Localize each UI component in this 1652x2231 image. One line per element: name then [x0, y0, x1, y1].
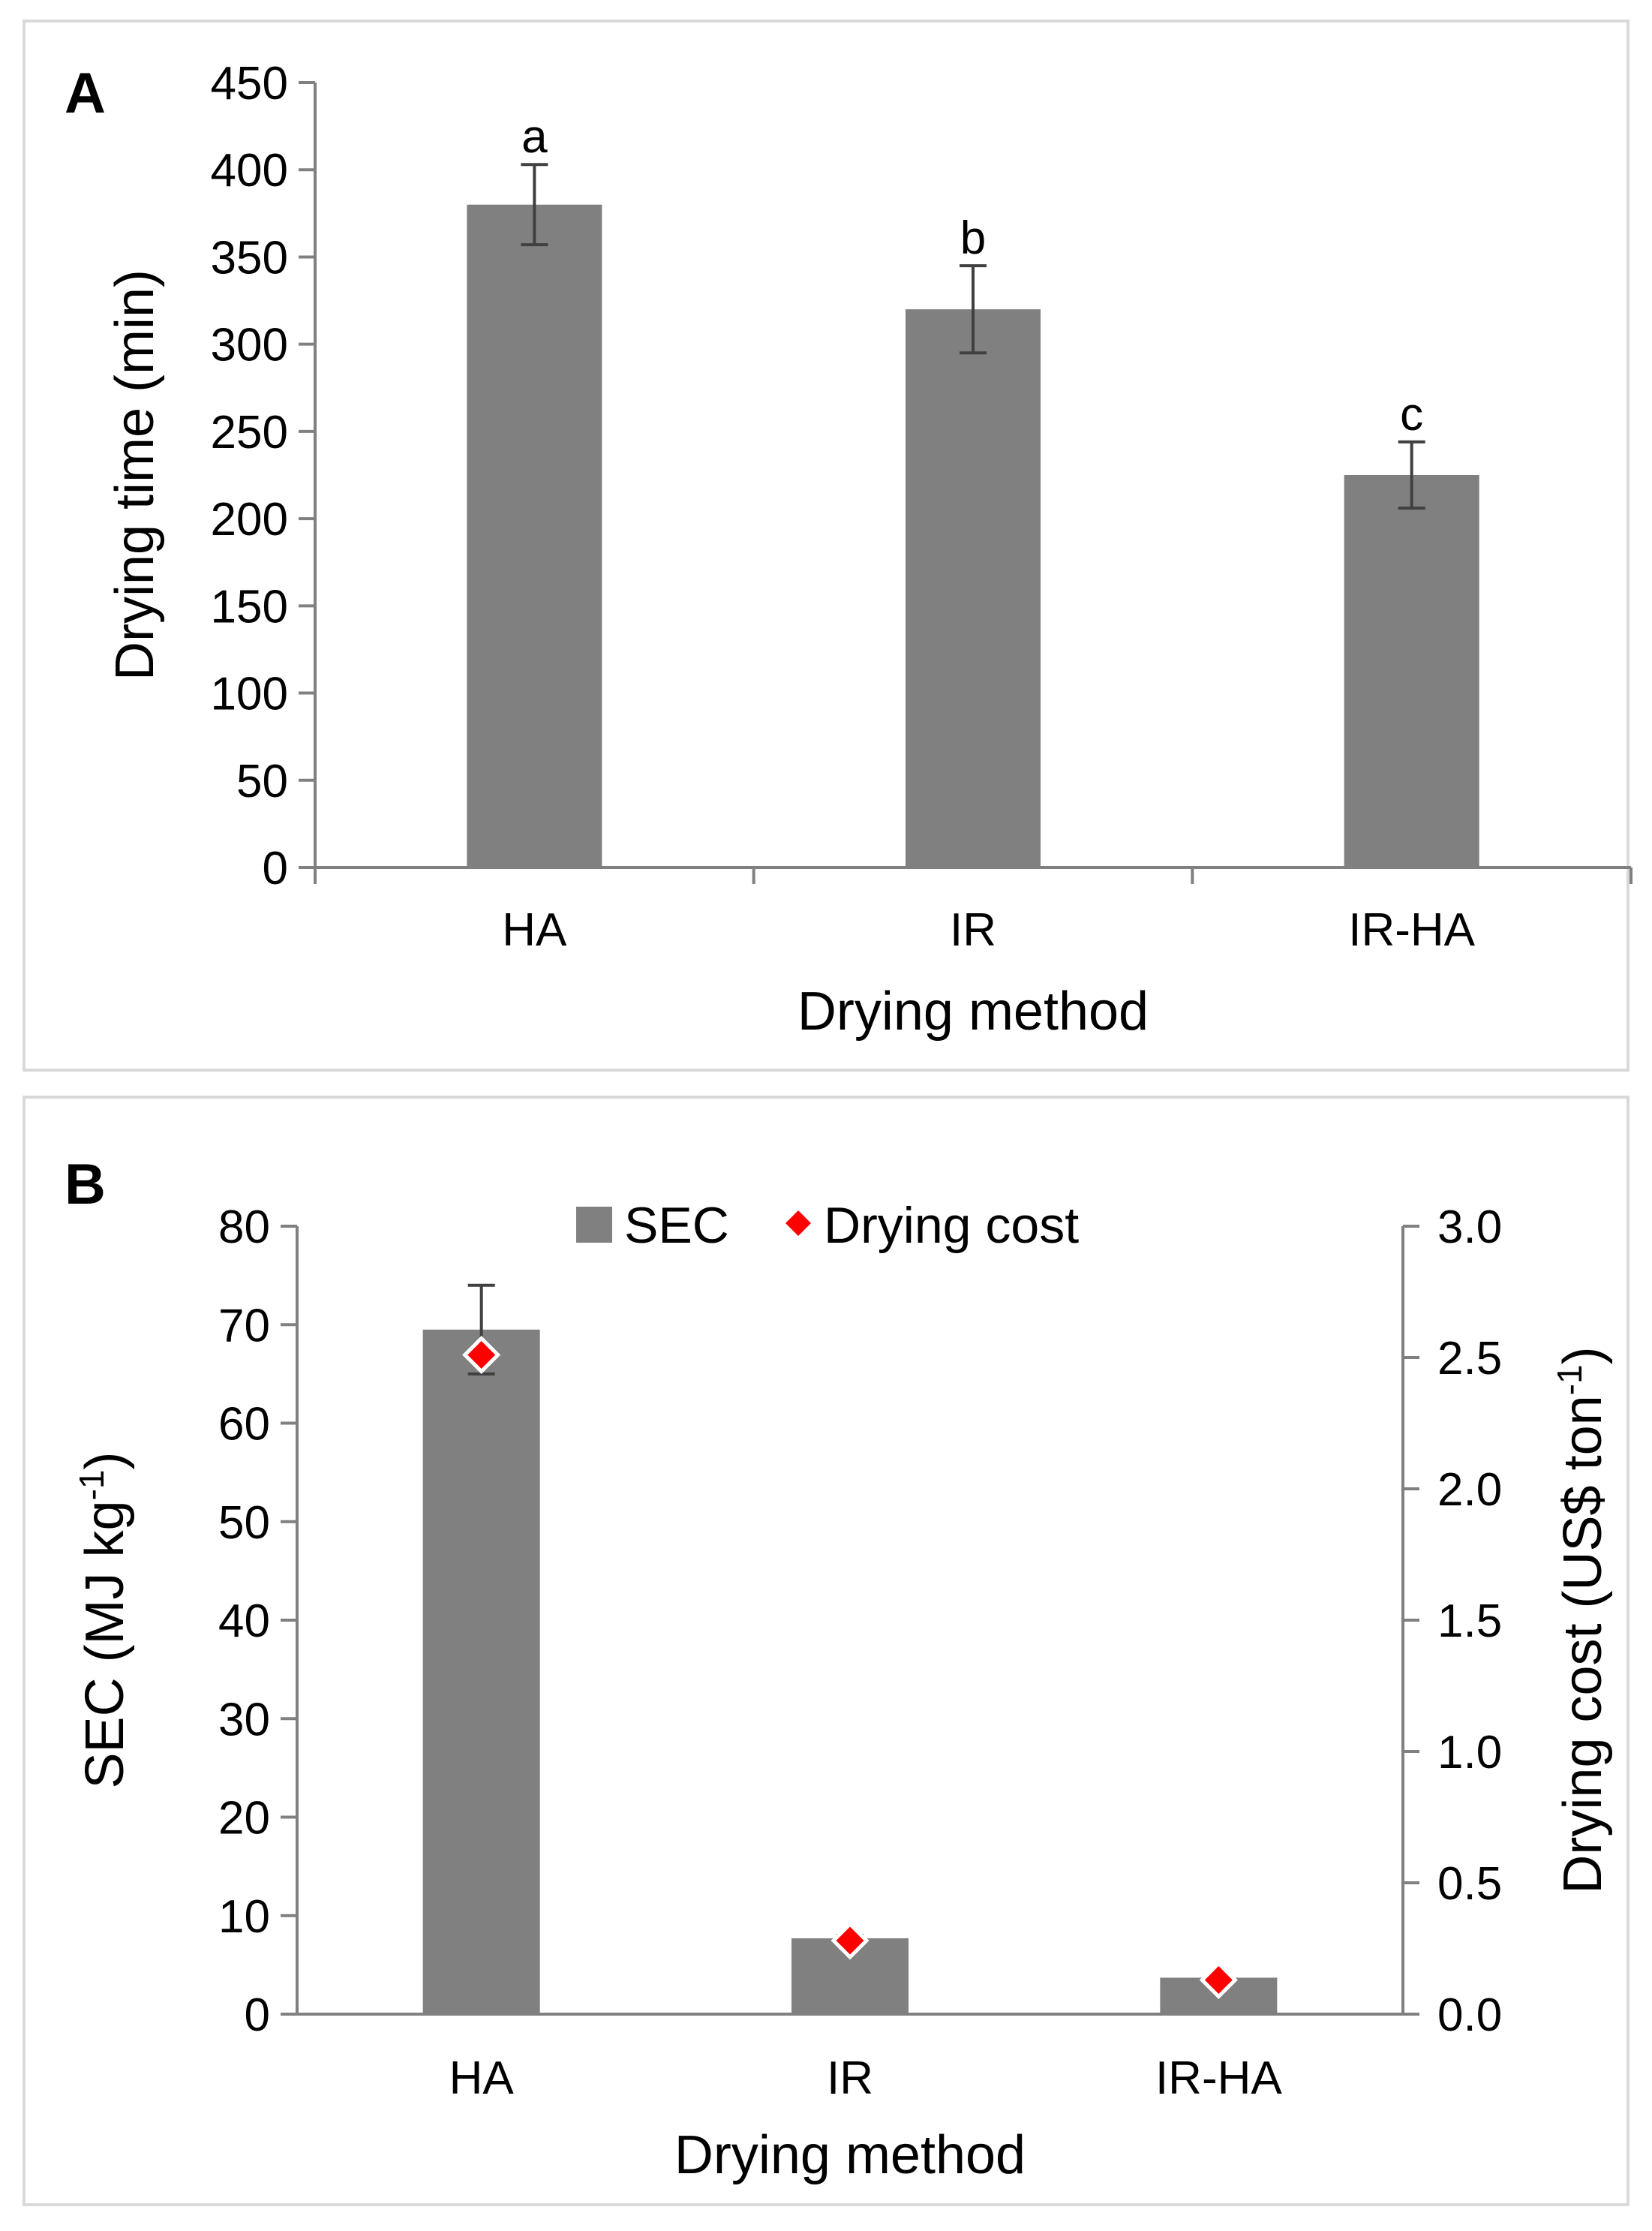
y-right-tick-label: 2.5 [1437, 1333, 1502, 1385]
chart-a: A 0 50 100 150 200 250 300 350 400 450 a HA b IR c IR-HA… [65, 58, 1632, 1042]
y-tick-label: 0 [263, 843, 288, 895]
y-left-tick-label: 0 [245, 1989, 270, 2041]
x-tick-label: IR [827, 2052, 873, 2104]
y-right-tick-label: 2.0 [1437, 1464, 1502, 1516]
y-right-tick-label: 1.5 [1437, 1595, 1502, 1647]
y-left-title-main: SEC (MJ kg [75, 1500, 135, 1788]
y-left-tick-label: 70 [218, 1300, 270, 1352]
y-right-tick-label: 3.0 [1437, 1201, 1502, 1253]
y-left-tick-label: 20 [218, 1793, 270, 1845]
significance-letter: a [521, 111, 548, 163]
y-tick-label: 450 [211, 58, 288, 110]
y-left-tick-label: 40 [218, 1595, 270, 1647]
y-tick-label: 50 [236, 756, 288, 807]
y-left-title-sup: -1 [72, 1470, 111, 1501]
y-left-tick-label: 10 [218, 1891, 270, 1943]
significance-letter: c [1400, 389, 1423, 440]
y-left-tick-label: 30 [218, 1694, 270, 1745]
y-right-title-sup: -1 [1550, 1364, 1589, 1395]
y-axis-title: Drying time (min) [105, 269, 165, 681]
y-tick-label: 350 [211, 232, 288, 284]
y-left-title-end: ) [75, 1452, 135, 1470]
panel-b: B 0 10 20 30 40 50 60 70 80 0.0 0.5 1.0 1.5 2.0 2.5 3.0 H… [23, 1096, 1629, 2206]
legend-label-sec: SEC [624, 1197, 729, 1254]
y-left-tick-label: 80 [218, 1201, 270, 1253]
y-right-tick-label: 0.0 [1437, 1989, 1502, 2041]
x-tick-label: IR [950, 904, 996, 956]
x-tick-label: HA [449, 2052, 515, 2104]
legend-swatch-cost [785, 1210, 811, 1236]
y-right-tick-label: 0.5 [1437, 1858, 1502, 1910]
y-right-title-end: ) [1553, 1346, 1613, 1364]
cost-marker [1199, 1960, 1238, 2000]
y-left-tick-label: 60 [218, 1399, 270, 1451]
x-tick-label: IR-HA [1348, 904, 1475, 956]
significance-letter: b [960, 212, 986, 264]
y-tick-label: 400 [211, 145, 288, 197]
x-axis-title: Drying method [797, 982, 1149, 1042]
y-axis-right-title: Drying cost (US$ ton-1) [1550, 1346, 1613, 1893]
y-tick-label: 150 [211, 581, 288, 633]
sec-bar [422, 1329, 540, 2014]
chart-b: B 0 10 20 30 40 50 60 70 80 0.0 0.5 1.0 1.5 2.0 2.5 3.0 H… [65, 1153, 1613, 2185]
bar [906, 309, 1041, 868]
y-left-tick-label: 50 [218, 1497, 270, 1549]
x-axis-title: Drying method [674, 2125, 1026, 2185]
bar [1344, 475, 1479, 867]
legend-label-cost: Drying cost [824, 1197, 1079, 1254]
panel-letter-b: B [65, 1153, 106, 1216]
bar [467, 204, 602, 867]
x-tick-label: IR-HA [1155, 2052, 1282, 2104]
y-tick-label: 200 [211, 494, 288, 546]
y-axis-left-title: SEC (MJ kg-1) [72, 1452, 135, 1789]
y-right-tick-label: 1.0 [1437, 1727, 1502, 1778]
y-tick-label: 300 [211, 320, 288, 371]
y-right-title-main: Drying cost (US$ ton [1553, 1395, 1613, 1893]
y-tick-label: 250 [211, 407, 288, 459]
cost-marker [462, 1335, 501, 1375]
panel-letter-a: A [65, 62, 106, 125]
legend-swatch-sec [576, 1207, 612, 1243]
x-tick-label: HA [502, 904, 567, 956]
cost-marker [831, 1921, 870, 1960]
y-tick-label: 100 [211, 669, 288, 720]
panel-a: A 0 50 100 150 200 250 300 350 400 450 a HA b IR c IR-HA… [23, 20, 1632, 1072]
